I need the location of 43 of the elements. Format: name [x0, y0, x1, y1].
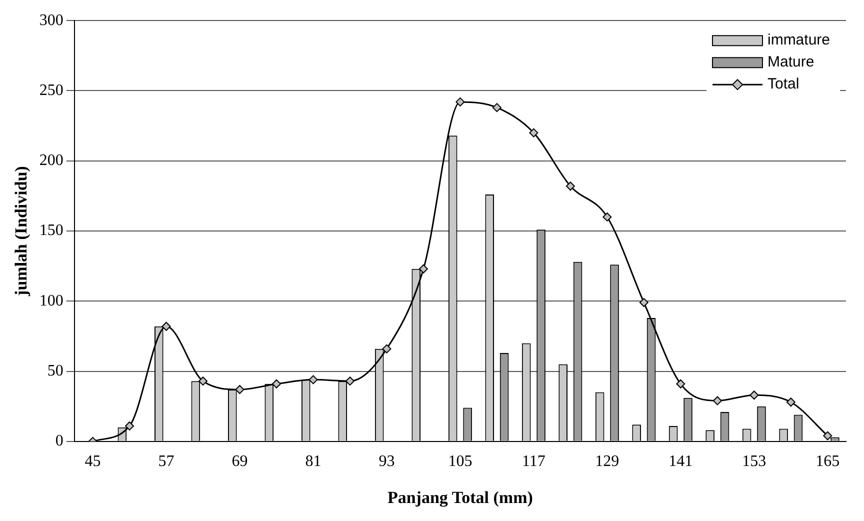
- point: [602, 212, 612, 222]
- x-tick-label: 105: [448, 453, 472, 470]
- point: [198, 376, 208, 386]
- point: [750, 390, 759, 400]
- x-tick-label: 81: [305, 453, 322, 470]
- legend-label: immature: [767, 32, 830, 49]
- x-axis-title: Panjang Total (mm): [387, 488, 533, 508]
- point: [418, 264, 428, 274]
- point: [456, 97, 465, 106]
- point: [308, 375, 318, 384]
- point: [235, 385, 244, 394]
- y-tick-label: 50: [47, 362, 64, 380]
- legend-label: Mature: [767, 54, 814, 71]
- y-tick-label: 150: [39, 222, 64, 240]
- point: [382, 344, 392, 354]
- x-tick-label: 129: [595, 453, 620, 470]
- point: [529, 128, 538, 138]
- y-tick-label: 100: [39, 292, 64, 310]
- point: [823, 431, 832, 440]
- x-tick-label: 153: [742, 453, 766, 470]
- x-tick-label: 57: [158, 453, 174, 470]
- point: [639, 298, 648, 308]
- point: [712, 396, 722, 406]
- y-axis-title: jumlah (Individu): [12, 166, 31, 297]
- x-tick-label: 165: [816, 453, 840, 470]
- point: [162, 322, 171, 331]
- point: [676, 379, 686, 388]
- x-tick-label: 69: [232, 453, 248, 470]
- legend-label: Total: [767, 76, 800, 93]
- x-tick-label: 45: [84, 453, 101, 470]
- y-tick-label: 0: [55, 432, 64, 450]
- y-tick-label: 200: [39, 152, 64, 170]
- point: [125, 421, 134, 430]
- point: [786, 398, 796, 407]
- y-tick-label: 250: [39, 82, 64, 99]
- y-tick-label: 300: [39, 12, 64, 29]
- x-tick-label: 117: [522, 453, 546, 470]
- point: [492, 103, 502, 112]
- x-tick-label: 141: [668, 453, 693, 470]
- x-tick-label: 93: [378, 453, 395, 470]
- point: [566, 182, 575, 191]
- point: [272, 379, 281, 388]
- point: [345, 376, 354, 386]
